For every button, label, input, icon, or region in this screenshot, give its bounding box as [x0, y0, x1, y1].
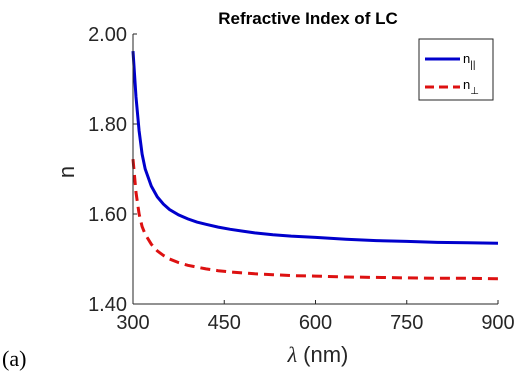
chart-title: Refractive Index of LC — [218, 9, 398, 28]
x-tick-label: 300 — [116, 312, 149, 334]
series-layer — [131, 51, 499, 281]
legend-label-n-perp: n⊥ — [463, 77, 479, 97]
legend-label-n-parallel: n|| — [463, 51, 475, 71]
legend: n|| n⊥ — [418, 38, 494, 101]
tick-layer: 300 450 600 750 900 1.40 1.60 1.80 2.00 — [88, 24, 515, 334]
x-tick-label: 750 — [390, 312, 423, 334]
x-axis-label: λ (nm) — [287, 342, 349, 367]
panel-label: (a) — [2, 346, 26, 371]
y-tick-label: 1.40 — [88, 294, 127, 316]
x-tick-label: 900 — [481, 312, 514, 334]
series-line-0 — [131, 51, 499, 245]
legend-box — [418, 38, 494, 101]
x-tick-label: 450 — [208, 312, 241, 334]
x-tick-label: 600 — [299, 312, 332, 334]
y-tick-label: 2.00 — [88, 24, 127, 46]
y-axis-label: n — [54, 166, 79, 178]
y-tick-label: 1.80 — [88, 114, 127, 136]
y-tick-label: 1.60 — [88, 204, 127, 226]
